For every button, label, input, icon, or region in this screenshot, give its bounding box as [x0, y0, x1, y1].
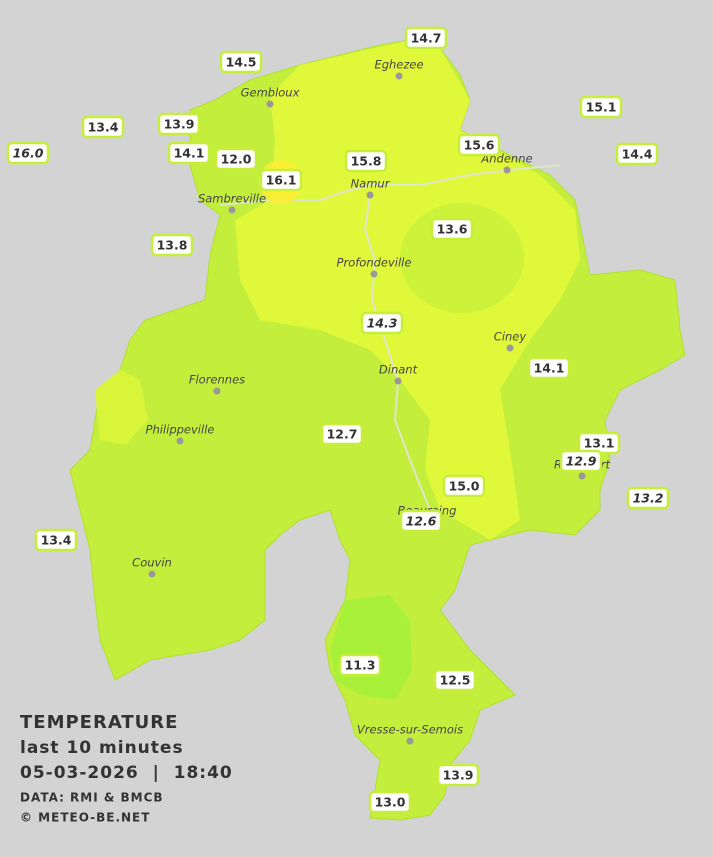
station-badge — [404, 26, 448, 50]
warm-zone — [235, 40, 580, 540]
legend-source: DATA: RMI & BMCB — [20, 791, 164, 805]
station-temperature: 16.1 — [266, 173, 297, 188]
station-badge — [527, 356, 571, 380]
station-badge — [6, 141, 50, 165]
station-badge — [150, 233, 194, 257]
station-badge — [436, 763, 480, 787]
legend-datetime: 05-03-2026 | 18:40 — [20, 763, 233, 783]
town-name: Florennes — [189, 373, 245, 387]
station-badge — [81, 115, 125, 139]
town-dot — [395, 72, 403, 80]
legend-title: TEMPERATURE — [20, 712, 178, 733]
station-badge — [157, 112, 201, 136]
town-name: Namur — [351, 177, 391, 191]
station-badge — [442, 474, 486, 498]
station-temperature: 14.7 — [411, 31, 442, 46]
town-name: Sambreville — [198, 192, 266, 206]
town-name: Ciney — [494, 330, 527, 344]
town-dot — [578, 472, 586, 480]
station-badge — [457, 133, 501, 157]
town-dot — [266, 100, 274, 108]
town-dot — [366, 191, 374, 199]
legend-credit: © METEO-BE.NET — [20, 811, 150, 825]
station-temperature: 15.1 — [586, 100, 617, 115]
station-temperature: 13.4 — [88, 120, 119, 135]
station-badge — [320, 422, 364, 446]
station-badge — [559, 449, 603, 473]
station-temperature: 12.5 — [440, 673, 471, 688]
town-dot — [370, 270, 378, 278]
station-temperature: 12.0 — [221, 152, 252, 167]
town-name: Profondeville — [337, 256, 412, 270]
town-name: Couvin — [132, 556, 172, 570]
station-temperature: 13.6 — [437, 222, 468, 237]
station-temperature: 14.1 — [174, 146, 205, 161]
station-badge — [430, 217, 474, 241]
station-badge — [344, 149, 388, 173]
station-temperature: 13.9 — [164, 117, 195, 132]
station-temperature: 16.0 — [13, 146, 44, 161]
town-dot — [506, 344, 514, 352]
station-temperature: 13.1 — [584, 436, 615, 451]
station-temperature: 14.5 — [226, 55, 257, 70]
river — [363, 194, 431, 511]
town-dot — [148, 570, 156, 578]
station-badge — [360, 311, 404, 335]
station-temperature: 13.0 — [375, 795, 406, 810]
town-dot — [228, 206, 236, 214]
station-temperature: 13.9 — [443, 768, 474, 783]
town-name: Gembloux — [241, 86, 300, 100]
town-dot — [176, 437, 184, 445]
station-temperature: 12.6 — [406, 514, 437, 529]
west-warm-zone — [95, 370, 148, 445]
station-badge — [34, 528, 78, 552]
station-temperature: 11.3 — [345, 658, 376, 673]
station-badge — [259, 168, 303, 192]
town-dot — [394, 377, 402, 385]
station-badge — [615, 142, 659, 166]
station-badge — [214, 147, 258, 171]
station-temperature: 14.1 — [534, 361, 565, 376]
cold-zone — [330, 595, 412, 700]
station-badge — [368, 790, 412, 814]
station-temperature: 13.4 — [41, 533, 72, 548]
town-dot — [213, 387, 221, 395]
station-badge — [579, 95, 623, 119]
station-badge — [626, 486, 670, 510]
station-badge — [399, 509, 443, 533]
town-name: Eghezee — [374, 58, 423, 72]
station-temperature: 14.3 — [367, 316, 398, 331]
station-badge — [338, 653, 382, 677]
town-name: Vresse-sur-Semois — [357, 723, 463, 737]
station-temperature: 12.9 — [566, 454, 597, 469]
station-temperature: 15.0 — [449, 479, 480, 494]
town-name: Philippeville — [146, 423, 215, 437]
station-badge — [433, 668, 477, 692]
town-dot — [503, 166, 511, 174]
town-dot — [406, 737, 414, 745]
station-temperature: 14.4 — [622, 147, 653, 162]
town-name: Dinant — [379, 363, 418, 377]
station-temperature: 15.6 — [464, 138, 495, 153]
station-badge — [167, 141, 211, 165]
station-temperature: 12.7 — [327, 427, 358, 442]
station-temperature: 13.8 — [157, 238, 188, 253]
station-badge — [219, 50, 263, 74]
station-temperature: 15.8 — [351, 154, 382, 169]
legend-subtitle: last 10 minutes — [20, 738, 184, 758]
station-temperature: 13.2 — [633, 491, 664, 506]
